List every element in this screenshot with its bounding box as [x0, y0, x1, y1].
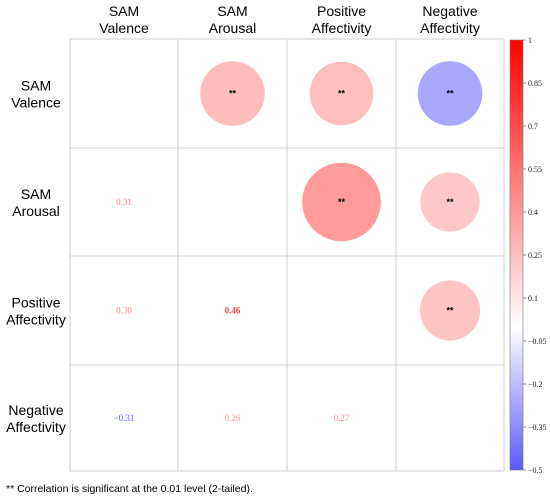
correlation-circle: [200, 61, 265, 126]
correlation-value: 0.30: [116, 306, 132, 316]
significance-marker: **: [338, 89, 346, 99]
colorbar-tick-label: 0.85: [528, 79, 542, 88]
row-label: Valence: [11, 95, 61, 111]
column-label: Affectivity: [420, 20, 480, 36]
row-label: Arousal: [12, 203, 59, 219]
correlation-values: 0.31 0.30 0.46 −0.31 0.26 0.27: [114, 197, 350, 423]
column-label: Arousal: [209, 20, 256, 36]
row-label: Positive: [11, 295, 60, 311]
row-label: Negative: [8, 402, 63, 418]
row-label: SAM: [21, 78, 51, 94]
row-label: Affectivity: [6, 419, 66, 435]
column-label: Negative: [422, 3, 477, 19]
correlation-circle: [419, 280, 481, 341]
colorbar-tick-label: −0.05: [528, 337, 547, 346]
correlation-circle: [302, 162, 381, 242]
colorbar-tick-label: 0.25: [528, 251, 542, 260]
correlation-value: −0.31: [114, 413, 135, 423]
significance-marker: **: [446, 89, 454, 99]
correlation-circles: ** ** ** ** ** **: [200, 61, 483, 341]
colorbar-tick-label: 1: [528, 36, 532, 45]
row-label: SAM: [21, 186, 51, 202]
colorbar-tick-label: −0.5: [528, 466, 543, 475]
correlation-circle: [417, 61, 483, 126]
colorbar-tick-label: −0.2: [528, 380, 543, 389]
column-label: Valence: [99, 20, 149, 36]
colorbar-gradient: [509, 39, 524, 471]
correlation-value: 0.26: [225, 413, 241, 423]
significance-marker: **: [446, 197, 454, 207]
matrix-labels: SAMValenceSAMArousalPositiveAffectivityN…: [6, 3, 480, 435]
colorbar-tick-label: −0.35: [528, 423, 547, 432]
colorbar-tick-label: 0.4: [528, 208, 538, 217]
column-label: SAM: [109, 3, 139, 19]
column-label: SAM: [217, 3, 247, 19]
column-label: Positive: [317, 3, 366, 19]
significance-marker: **: [338, 197, 346, 207]
colorbar: 1 0.85 0.7 0.55 0.4 0.25 0.1 −0.05 −0.2 −0.35 −0.5: [509, 36, 547, 475]
matrix-grid: [69, 38, 505, 472]
row-label: Affectivity: [6, 312, 66, 328]
significance-marker: **: [229, 89, 237, 99]
footnote: ** Correlation is significant at the 0.0…: [6, 483, 253, 495]
correlation-value: 0.46: [225, 306, 241, 316]
significance-marker: **: [446, 306, 454, 316]
correlation-circle: [309, 61, 374, 126]
colorbar-tick-label: 0.1: [528, 294, 538, 303]
correlation-value: 0.27: [334, 413, 350, 423]
colorbar-tick-label: 0.7: [528, 122, 538, 131]
correlation-value: 0.31: [116, 197, 132, 207]
correlation-circle: [420, 172, 480, 232]
column-label: Affectivity: [312, 20, 372, 36]
colorbar-tick-label: 0.55: [528, 165, 542, 174]
